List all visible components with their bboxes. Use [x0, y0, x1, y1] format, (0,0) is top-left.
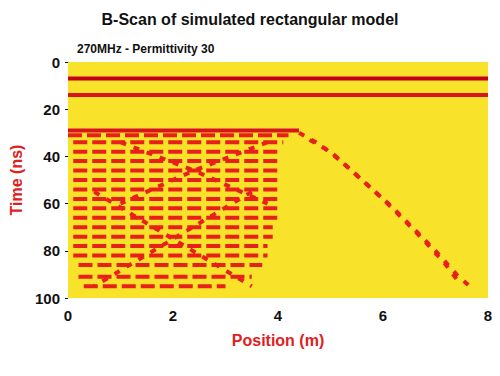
svg-text:80: 80: [43, 242, 60, 259]
svg-text:0: 0: [64, 307, 72, 324]
svg-text:60: 60: [43, 195, 60, 212]
svg-text:20: 20: [43, 101, 60, 118]
svg-text:40: 40: [43, 148, 60, 165]
svg-text:2: 2: [169, 307, 177, 324]
svg-text:B-Scan of simulated rectangula: B-Scan of simulated rectangular model: [102, 11, 399, 28]
svg-text:Position (m): Position (m): [232, 332, 324, 349]
svg-text:0: 0: [52, 54, 60, 71]
svg-text:8: 8: [484, 307, 492, 324]
svg-text:Time (ns): Time (ns): [8, 145, 25, 216]
svg-text:6: 6: [379, 307, 387, 324]
svg-text:270MHz - Permittivity 30: 270MHz - Permittivity 30: [77, 42, 215, 56]
svg-text:4: 4: [274, 307, 283, 324]
svg-text:100: 100: [35, 290, 60, 307]
